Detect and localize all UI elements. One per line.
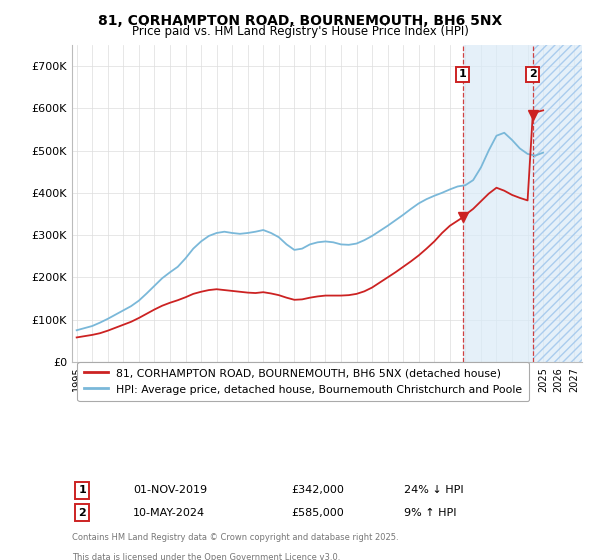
Text: 10-MAY-2024: 10-MAY-2024: [133, 507, 205, 517]
Bar: [463, 45, 533, 362]
Legend: 81, CORHAMPTON ROAD, BOURNEMOUTH, BH6 5NX (detached house), HPI: Average price, : 81, CORHAMPTON ROAD, BOURNEMOUTH, BH6 5N…: [77, 362, 529, 402]
Text: Contains HM Land Registry data © Crown copyright and database right 2025.: Contains HM Land Registry data © Crown c…: [72, 533, 398, 542]
Text: 9% ↑ HPI: 9% ↑ HPI: [404, 507, 456, 517]
Text: 1: 1: [79, 485, 86, 495]
Text: £342,000: £342,000: [291, 485, 344, 495]
Bar: [533, 45, 590, 362]
Text: 2: 2: [79, 507, 86, 517]
Text: 2: 2: [529, 69, 536, 80]
Text: 81, CORHAMPTON ROAD, BOURNEMOUTH, BH6 5NX: 81, CORHAMPTON ROAD, BOURNEMOUTH, BH6 5N…: [98, 14, 502, 28]
Text: 01-NOV-2019: 01-NOV-2019: [133, 485, 208, 495]
Text: 24% ↓ HPI: 24% ↓ HPI: [404, 485, 463, 495]
Text: Price paid vs. HM Land Registry's House Price Index (HPI): Price paid vs. HM Land Registry's House …: [131, 25, 469, 38]
Text: 1: 1: [459, 69, 467, 80]
Text: £585,000: £585,000: [291, 507, 344, 517]
Text: This data is licensed under the Open Government Licence v3.0.: This data is licensed under the Open Gov…: [72, 553, 340, 560]
Bar: [533, 45, 590, 362]
